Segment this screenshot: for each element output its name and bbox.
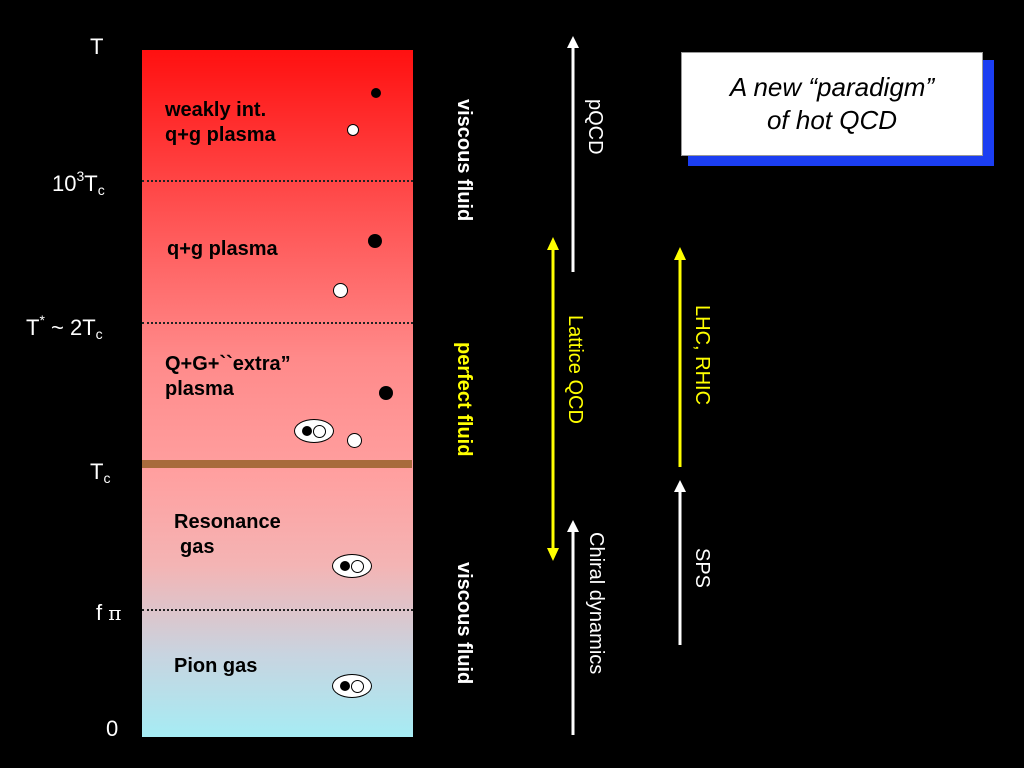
axis-label-1000tc: 103Tc [52, 168, 105, 198]
axis-label-tc: Tc [90, 459, 110, 486]
region-qg-plasma: q+g plasma [167, 238, 278, 260]
tc-boundary-bar [142, 460, 412, 468]
region-extra-line1: Q+G+``extra” [165, 353, 291, 375]
method-label-sps: SPS [691, 548, 713, 589]
divider-tstar [142, 322, 413, 324]
lhc-rhic-arrowhead [674, 247, 686, 260]
quark-dot [368, 234, 382, 248]
lattice-arrowhead-down [547, 548, 559, 561]
axis-label-tstar-rest: ~ 2T [44, 315, 96, 340]
region-extra-line2: plasma [165, 378, 234, 400]
axis-label-t: T [90, 34, 104, 59]
phase-column [142, 50, 413, 737]
fluid-label-perfect: perfect fluid [453, 342, 475, 457]
pqcd-arrowhead [567, 36, 579, 48]
quark-dot [371, 88, 381, 98]
axis-label-1000tc-sub: c [97, 182, 105, 198]
region-pion-gas: Pion gas [174, 655, 258, 677]
region-weakly-line1: weakly int. [165, 99, 267, 121]
region-extra-plasma: Q+G+``extra” plasma [165, 352, 291, 402]
region-resonance-line1: Resonance [174, 511, 281, 533]
method-label-lattice: Lattice QCD [564, 315, 586, 424]
axis-label-tc-base: T [90, 459, 104, 484]
paradigm-line2: of hot QCD [766, 105, 898, 135]
method-label-chiral: Chiral dynamics [585, 532, 607, 675]
quark-dot [379, 386, 393, 400]
axis-label-tstar-exp: * [39, 312, 45, 328]
region-weakly-interacting: weakly int. q+g plasma [165, 98, 276, 148]
lattice-arrowhead-up [547, 237, 559, 250]
axis-label-fpi: f π [96, 600, 121, 626]
method-label-lhc-rhic: LHC, RHIC [691, 305, 713, 406]
hadron-pair [332, 554, 372, 578]
axis-label-1000tc-exp: 3 [76, 168, 85, 184]
axis-label-1000tc-base: 10 [52, 171, 77, 196]
chiral-arrowhead [567, 520, 579, 532]
gluon-dot [347, 433, 362, 448]
axis-label-tstar: T* ~ 2Tc [26, 312, 103, 342]
region-weakly-line2: q+g plasma [165, 124, 276, 146]
pion-pair [332, 674, 372, 698]
region-resonance-gas: Resonance gas [174, 510, 281, 560]
axis-label-fpi-base: f [96, 600, 103, 625]
paradigm-box: A new “paradigm” of hot QCD [681, 52, 983, 156]
gluon-dot [347, 124, 359, 136]
divider-1000tc [142, 180, 413, 182]
fluid-label-viscous-top: viscous fluid [453, 99, 475, 222]
axis-label-fpi-sym: π [108, 601, 122, 625]
axis-label-tstar-sub: c [95, 326, 103, 342]
axis-label-tstar-base: T [26, 315, 40, 340]
region-resonance-line2: gas [180, 536, 215, 558]
axis-label-zero: 0 [106, 716, 119, 741]
gluon-dot [333, 283, 348, 298]
fluid-label-viscous-bottom: viscous fluid [453, 562, 475, 685]
bound-state-pair [294, 419, 334, 443]
divider-fpi [142, 609, 413, 611]
sps-arrowhead [674, 480, 686, 492]
axis-label-1000tc-unit: T [84, 171, 98, 196]
axis-label-tc-sub: c [103, 470, 111, 486]
method-label-pqcd: pQCD [584, 99, 606, 155]
paradigm-line1: A new “paradigm” [729, 72, 935, 102]
